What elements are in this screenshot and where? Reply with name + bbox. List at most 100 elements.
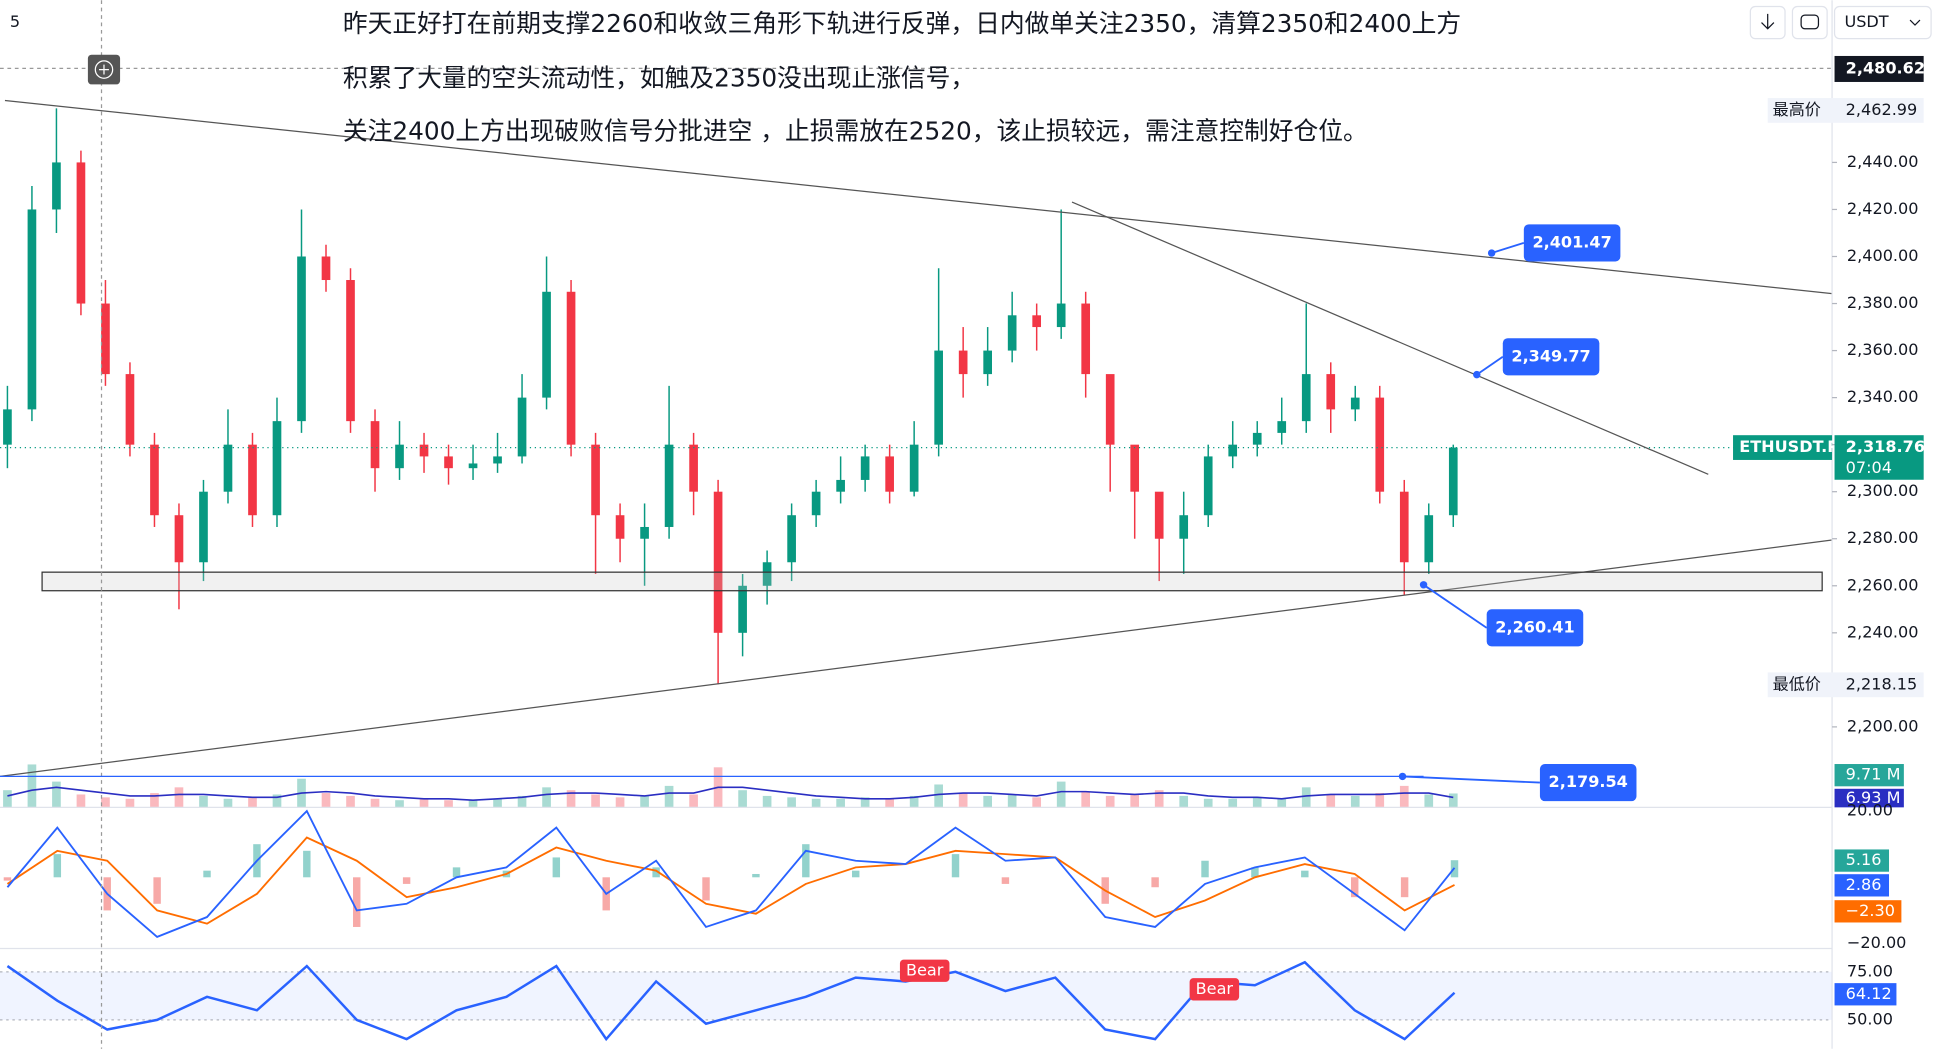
annotation-point — [1398, 772, 1407, 781]
oscillator-tag — [1834, 983, 1897, 1006]
volume-bar — [150, 793, 159, 808]
volume-bar — [468, 800, 478, 808]
volume-bar — [983, 795, 992, 808]
volume-bar — [1375, 793, 1385, 808]
volume-last: 9.71 M — [1846, 765, 1901, 784]
candle-body — [542, 291, 551, 398]
volume-bar — [101, 797, 110, 808]
candle-body — [738, 585, 747, 633]
candle-body — [1228, 444, 1238, 457]
volume-bar — [1277, 798, 1287, 808]
volume-bar — [1448, 793, 1458, 808]
candle-body — [615, 515, 625, 539]
volume-bar — [346, 795, 355, 808]
macd-histogram — [452, 867, 461, 878]
high_marker-name: 最高价 — [1773, 100, 1821, 119]
candle-body — [248, 444, 257, 516]
candle-body — [909, 444, 919, 492]
volume-bar — [199, 795, 208, 808]
macd-histogram — [53, 854, 62, 878]
y-tick-label: 2,260.00 — [1847, 575, 1919, 594]
volume-bar — [1228, 798, 1238, 808]
signal-label: Bear — [906, 960, 944, 979]
add-button[interactable] — [87, 54, 121, 85]
candle-body — [787, 515, 796, 563]
trend-line — [0, 539, 1833, 778]
candle-body — [1399, 491, 1409, 563]
annotation-tag[interactable] — [1486, 609, 1584, 647]
annotation-tag[interactable] — [1523, 224, 1621, 262]
volume-bar — [787, 797, 796, 808]
volume-bar — [1081, 791, 1091, 808]
annotation-tag[interactable] — [1539, 764, 1637, 802]
candle-body — [76, 162, 86, 304]
volume-bar — [1424, 794, 1434, 808]
volume-bar — [517, 795, 527, 808]
y-tick-label: 2,380.00 — [1847, 293, 1919, 312]
volume-bar — [615, 797, 625, 808]
candle-body — [860, 456, 870, 480]
volume-bar — [738, 790, 747, 808]
interval[interactable]: 5 — [10, 12, 20, 31]
fullscreen-button[interactable] — [1791, 5, 1828, 40]
candle-body — [3, 409, 12, 445]
trend-line — [1071, 201, 1709, 475]
candle-body — [468, 463, 478, 469]
volume-tag — [1834, 764, 1904, 787]
candle-body — [297, 256, 306, 422]
candle-body — [52, 162, 61, 210]
candle-body — [1301, 374, 1311, 422]
currency-select[interactable]: USDT — [1833, 5, 1932, 40]
macd-histogram — [1251, 867, 1259, 878]
y-tick-label: 2,360.00 — [1847, 340, 1919, 359]
annotation-connector — [1402, 775, 1540, 784]
annotation-tag[interactable] — [1502, 338, 1600, 376]
candle-body — [444, 456, 453, 469]
volume-bar — [272, 794, 282, 808]
y-tick-label: 2,200.00 — [1847, 716, 1919, 735]
volume-bar — [1301, 787, 1311, 808]
annotation-label: 2,260.41 — [1495, 617, 1574, 636]
candle-body — [1252, 432, 1262, 445]
low_marker-label: 2,218.15 — [1846, 674, 1918, 693]
volume-bar — [811, 798, 821, 808]
macd-histogram — [1400, 877, 1409, 898]
low_marker-tag — [1767, 672, 1924, 698]
candle-body — [1130, 444, 1140, 492]
macd-dif-tag — [1834, 874, 1890, 897]
volume-bar — [1007, 794, 1017, 808]
volume-bar — [1179, 795, 1189, 808]
candle-body — [199, 491, 208, 563]
candle-body — [689, 444, 698, 492]
volume-bar — [664, 785, 674, 808]
macd-histogram — [1301, 870, 1309, 878]
y-tick-label: 2,400.00 — [1847, 246, 1919, 265]
annotation-label: 2,349.77 — [1511, 346, 1590, 365]
note-line: 积累了大量的空头流动性，如触及2350没出现止涨信号， — [343, 63, 975, 92]
volume-bar — [689, 794, 698, 808]
candle-body — [321, 256, 331, 281]
candle-body — [1056, 303, 1066, 328]
macd-histogram — [951, 854, 960, 878]
volume-bar — [1056, 781, 1066, 808]
volume-bar — [174, 787, 184, 808]
download-button[interactable] — [1749, 5, 1786, 40]
note-line: 关注2400上方出现破败信号分批进空 ，止损需放在2520，该止损较远，需注意控… — [343, 117, 1368, 146]
volume-bar — [542, 787, 551, 808]
macd-histogram — [702, 877, 710, 901]
volume-ma-line — [7, 786, 1454, 802]
volume-bar — [1399, 785, 1409, 808]
signal-tag — [1189, 978, 1240, 1001]
macd-histogram — [3, 877, 12, 881]
candle-body — [125, 374, 135, 445]
candle-body — [419, 444, 429, 457]
last-price-tag — [1834, 435, 1924, 480]
macd-histogram — [752, 873, 760, 878]
candle-body — [1105, 374, 1115, 445]
macd-histogram — [353, 877, 361, 927]
support-zone — [41, 571, 1823, 592]
candle-body — [958, 350, 968, 375]
volume-bar — [566, 790, 576, 808]
volume-bar — [493, 798, 502, 808]
